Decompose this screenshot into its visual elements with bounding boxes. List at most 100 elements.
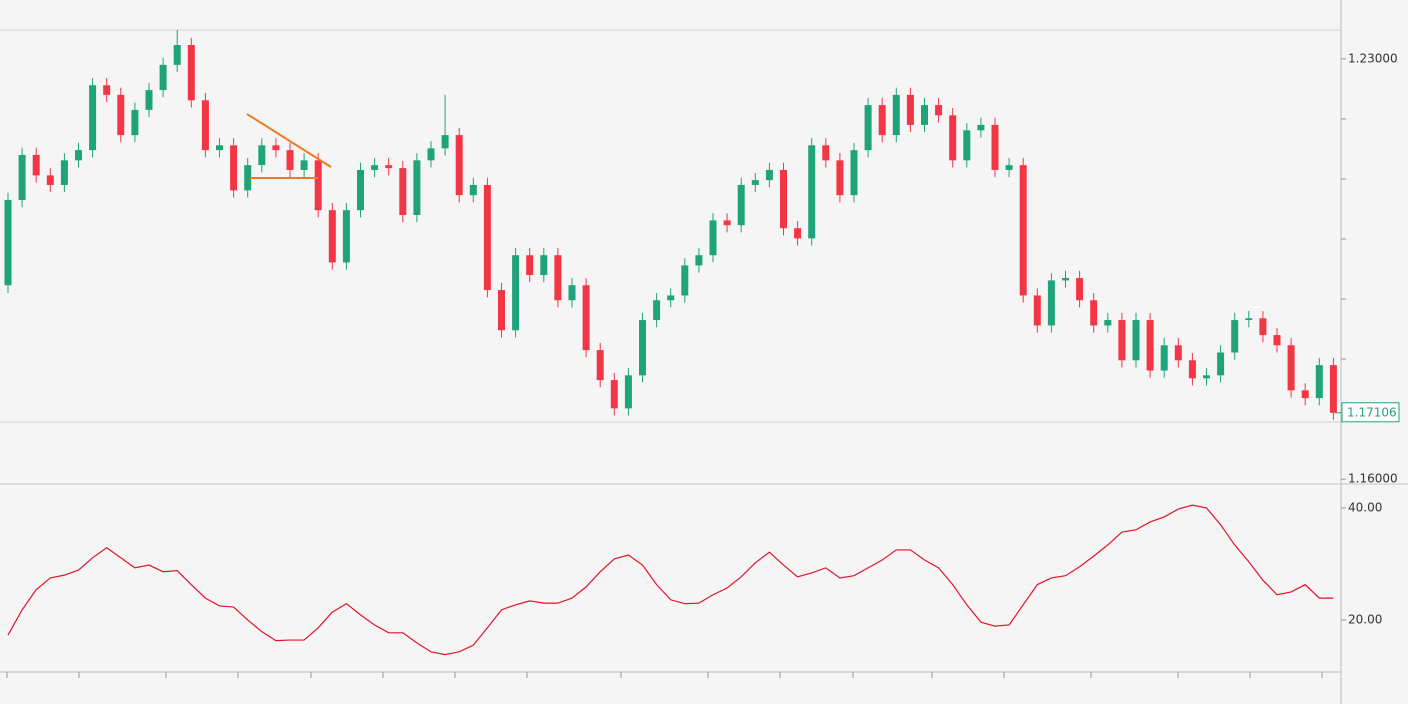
candle-body — [342, 210, 350, 263]
candle-body — [1005, 165, 1013, 170]
candle-body — [244, 165, 252, 191]
indicator-line — [7, 504, 1334, 656]
candle-body — [1062, 278, 1069, 281]
candle-body — [300, 160, 308, 170]
candle-body — [878, 105, 886, 136]
y-tick-label: 40.00 — [1348, 500, 1382, 514]
candle-body — [568, 285, 576, 301]
candle-body — [1259, 318, 1267, 336]
candle-body — [441, 135, 449, 149]
candle-body — [18, 154, 26, 200]
candle-body — [173, 45, 181, 65]
y-tick-label: 1.16000 — [1348, 472, 1398, 486]
candle-body — [187, 45, 195, 101]
candle-body — [1273, 335, 1281, 346]
candle-body — [808, 145, 816, 239]
candle-body — [117, 94, 125, 136]
last-price-label: 1.17106 — [1347, 405, 1397, 419]
candle-body — [427, 148, 435, 161]
candle-body — [201, 100, 209, 151]
candle-body — [667, 295, 675, 301]
candle-body — [751, 180, 759, 185]
candle-body — [159, 64, 167, 91]
candle-body — [794, 228, 802, 239]
candle-body — [765, 169, 773, 181]
candle-body — [455, 135, 463, 196]
candle-body — [512, 255, 520, 331]
candle-body — [75, 150, 82, 161]
candle-body — [540, 255, 548, 276]
candle-body — [653, 300, 661, 321]
candle-body — [385, 165, 393, 169]
candle-body — [1315, 365, 1323, 399]
candle-body — [1146, 320, 1154, 371]
candle-body — [695, 255, 703, 266]
candle-body — [1090, 300, 1098, 326]
candle-body — [258, 145, 266, 166]
candle-body — [357, 169, 364, 211]
candle-body — [103, 85, 111, 95]
candle-body — [1203, 375, 1210, 379]
pattern-drawing — [246, 113, 332, 179]
candle-body — [963, 130, 971, 161]
candle-body — [498, 290, 505, 331]
candle-body — [314, 160, 322, 211]
candle-body — [737, 184, 745, 226]
candle-body — [723, 220, 731, 226]
candle-body — [977, 124, 985, 131]
candle-body — [596, 350, 604, 381]
candle-body — [582, 285, 590, 351]
candle-body — [1174, 345, 1182, 361]
candle-body — [681, 265, 689, 296]
candle-body — [1231, 320, 1239, 353]
candle-body — [1047, 280, 1055, 326]
candle-body — [526, 255, 534, 276]
candle-body — [131, 109, 139, 136]
candle-body — [4, 199, 12, 286]
candle-body — [230, 145, 238, 191]
candle-body — [32, 154, 40, 176]
candle-body — [483, 184, 491, 291]
y-tick-label: 20.00 — [1348, 612, 1382, 626]
candle-body — [935, 105, 943, 116]
candle-body — [286, 150, 294, 170]
candle-body — [864, 105, 872, 151]
candle-body — [850, 150, 858, 196]
candle-body — [1245, 318, 1253, 321]
candle-body — [1188, 360, 1196, 379]
y-tick-label: 1.23000 — [1348, 51, 1398, 65]
candle-body — [639, 320, 646, 376]
candle-body — [399, 168, 407, 215]
candle-body — [216, 145, 223, 151]
candle-body — [1287, 345, 1295, 391]
candle-body — [469, 184, 477, 196]
candle-body — [413, 160, 421, 215]
candle-body — [60, 160, 68, 185]
candle-body — [1104, 320, 1112, 326]
last-price-box — [1341, 402, 1400, 423]
candle-body — [1217, 352, 1225, 376]
candle-body — [624, 375, 632, 409]
candle-body — [89, 85, 97, 151]
candle-body — [949, 115, 957, 161]
candle-body — [610, 380, 618, 409]
candle-body — [1118, 320, 1126, 361]
candle-body — [1329, 365, 1337, 413]
candle-body — [822, 145, 830, 161]
candle-body — [1076, 278, 1084, 301]
candle-body — [892, 94, 900, 136]
candle-body — [906, 94, 914, 125]
candle-body — [709, 220, 717, 256]
candle-body — [1033, 295, 1041, 326]
candle-body — [836, 160, 844, 196]
candle-body — [371, 165, 379, 170]
candle-body — [554, 255, 562, 301]
candle-body — [272, 145, 280, 151]
candle-body — [991, 124, 999, 170]
candle-body — [1019, 165, 1027, 296]
candle-body — [145, 90, 153, 110]
time-ticks — [6, 672, 1323, 678]
candle-body — [328, 210, 336, 263]
